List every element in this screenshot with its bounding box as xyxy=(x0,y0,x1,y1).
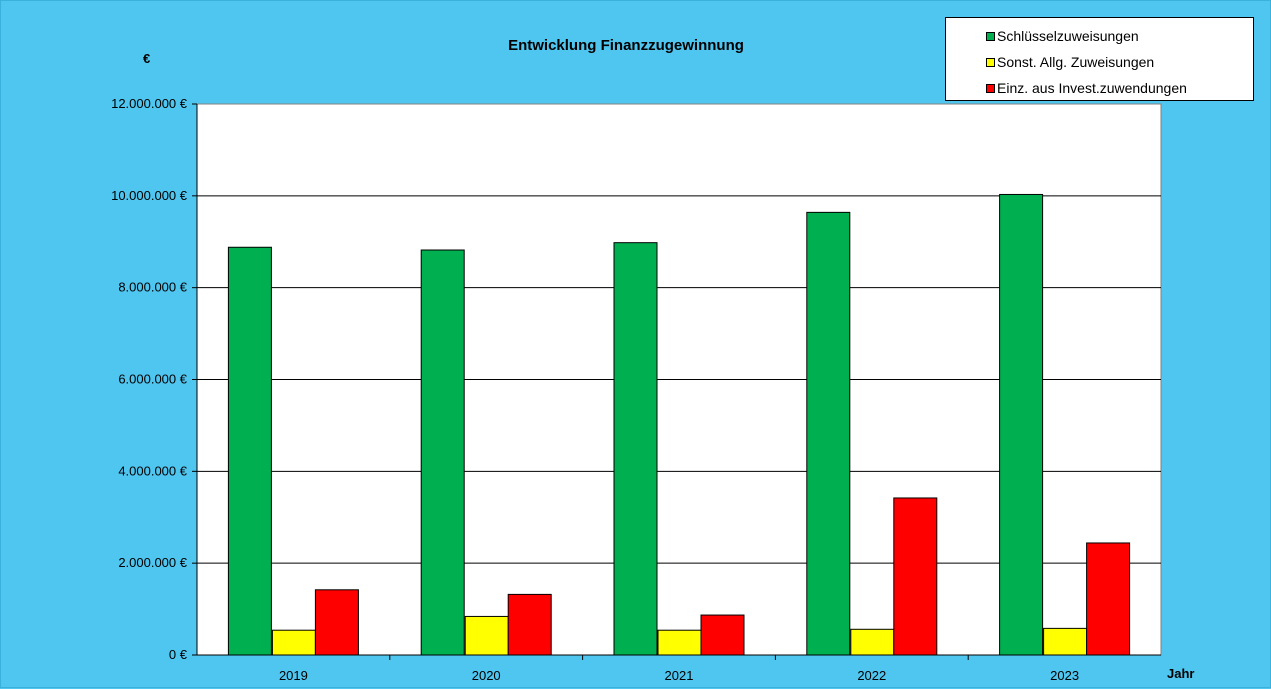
legend-swatch-icon xyxy=(986,83,995,93)
bar xyxy=(806,211,851,656)
bar xyxy=(507,593,552,656)
bar xyxy=(420,249,465,656)
chart-title: Entwicklung Finanzzugewinnung xyxy=(508,37,744,54)
y-tick-label: 0 € xyxy=(169,647,188,662)
x-tick-label: 2020 xyxy=(472,668,501,683)
y-tick-label: 8.000.000 € xyxy=(118,280,187,295)
legend-item: Sonst. Allg. Zuweisungen xyxy=(986,49,1253,75)
bar xyxy=(999,193,1044,656)
bar xyxy=(893,497,938,656)
bar xyxy=(700,614,745,656)
legend-swatch-icon xyxy=(986,57,995,67)
bar xyxy=(1043,627,1088,656)
x-tick-label: 2023 xyxy=(1050,668,1079,683)
legend-label: Einz. aus Invest.zuwendungen xyxy=(997,80,1187,96)
bar xyxy=(613,242,658,656)
x-tick-label: 2021 xyxy=(665,668,694,683)
bar xyxy=(657,629,702,656)
x-axis-label: Jahr xyxy=(1167,666,1195,681)
bar xyxy=(850,628,895,656)
y-axis-unit-label: € xyxy=(143,51,151,66)
legend: Schlüsselzuweisungen Sonst. Allg. Zuweis… xyxy=(945,17,1254,101)
bar xyxy=(314,589,359,656)
bar xyxy=(271,629,316,656)
y-tick-label: 10.000.000 € xyxy=(111,188,188,203)
legend-swatch-icon xyxy=(986,31,995,41)
legend-item: Einz. aus Invest.zuwendungen xyxy=(986,75,1253,101)
legend-label: Sonst. Allg. Zuweisungen xyxy=(997,54,1155,70)
x-tick-label: 2019 xyxy=(279,668,308,683)
legend-label: Schlüsselzuweisungen xyxy=(997,28,1139,44)
y-tick-label: 2.000.000 € xyxy=(118,555,187,570)
x-tick-label: 2022 xyxy=(857,668,886,683)
bar xyxy=(1086,542,1131,656)
y-tick-label: 4.000.000 € xyxy=(118,463,187,478)
bar xyxy=(464,615,509,656)
y-tick-label: 12.000.000 € xyxy=(111,96,188,111)
bar xyxy=(227,246,272,656)
y-tick-label: 6.000.000 € xyxy=(118,372,187,387)
legend-item: Schlüsselzuweisungen xyxy=(986,23,1253,49)
